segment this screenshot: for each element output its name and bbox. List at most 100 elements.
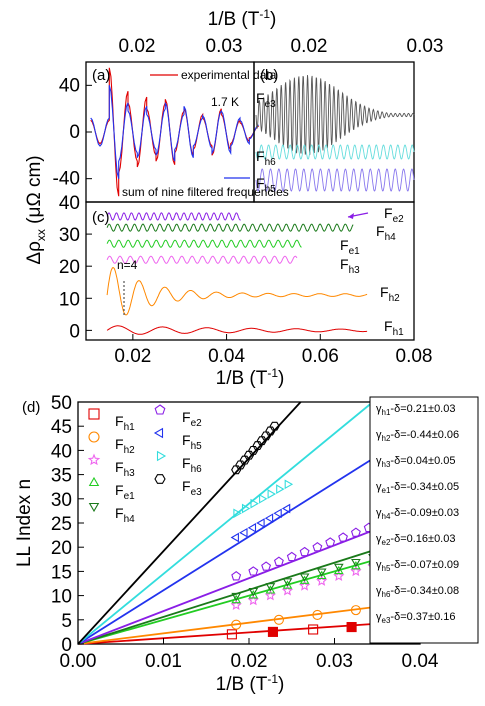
panel-a-ytick-2: -40 <box>53 169 80 190</box>
point-e2-3 <box>273 556 284 566</box>
point-e1-4 <box>299 575 310 584</box>
panel-c-label-h4: Fh4 <box>376 223 396 243</box>
panel-c-series-h3 <box>106 255 298 264</box>
panel-d-xtick-1: 0.01 <box>145 651 182 672</box>
fit-line-2 <box>77 546 421 645</box>
point-h3-7 <box>350 565 362 577</box>
panel-a-label: (a) <box>92 67 110 84</box>
panel-a-series-1 <box>90 85 259 179</box>
point-e3-9 <box>269 421 280 431</box>
panel-c-xtick-0: 0.02 <box>114 346 151 367</box>
point-h5-5 <box>273 508 282 519</box>
point-h3-6 <box>333 570 345 582</box>
panel-c-xtick-2: 0.06 <box>302 346 339 367</box>
legend-marker-h6 <box>156 450 167 462</box>
point-filled-h1-1 <box>346 622 357 633</box>
gamma-row-e1: γe1-δ=-0.34±0.05 <box>376 481 459 495</box>
panel-d-ytick-8: 40 <box>51 441 72 462</box>
point-h4-0 <box>231 592 242 602</box>
panel-c-label-e2: Fe2 <box>384 205 404 225</box>
panel-d-ylabel: LL Index n <box>14 479 35 567</box>
point-e2-6 <box>312 542 323 552</box>
point-h1-1 <box>308 624 319 635</box>
point-h3-1 <box>247 594 259 606</box>
fit-line-4 <box>77 511 421 645</box>
point-h2-3 <box>350 605 361 616</box>
panel-c-label-h1: Fh1 <box>384 318 404 338</box>
panel-c-ytick-2: 20 <box>59 257 80 278</box>
point-e2-1 <box>248 566 259 576</box>
point-e3-6 <box>256 436 267 446</box>
point-e2-4 <box>286 551 297 562</box>
point-h4-4 <box>299 573 310 582</box>
panel-b-label: (b) <box>260 67 278 84</box>
point-e1-1 <box>248 589 259 599</box>
top-axis-title: 1/B (T-1) <box>208 7 277 30</box>
point-e2-0 <box>231 571 242 581</box>
panel-d: 0.00 0.01 0.02 0.03 0.04 0 5 10 15 20 25 30 35 40 45 50… <box>14 393 479 695</box>
legend-marker-h3 <box>87 453 101 466</box>
point-e3-7 <box>260 431 272 441</box>
point-h3-5 <box>316 575 328 586</box>
panel-d-ytick-5: 25 <box>51 514 72 535</box>
point-e3-2 <box>239 455 250 465</box>
point-h5-2 <box>247 522 257 533</box>
gamma-row-h5: γh5-δ=-0.07±0.09 <box>376 559 459 573</box>
temperature-annotation: 1.7 K <box>211 95 239 109</box>
legend-marker-h1 <box>88 408 100 420</box>
legend-label-e1: Fe1 <box>115 482 135 502</box>
panel-c-label-e1: Fe1 <box>340 237 360 257</box>
point-h4-5 <box>316 568 327 578</box>
panel-d-ytick-1: 5 <box>61 611 72 632</box>
legend-marker-h5 <box>153 427 164 439</box>
point-h5-4 <box>264 513 274 524</box>
legend-marker-h4 <box>88 502 100 513</box>
fit-line-3 <box>77 534 421 645</box>
fit-line-7 <box>77 401 302 645</box>
point-h6-3 <box>259 493 268 504</box>
legend-label-h1: Fh1 <box>115 413 135 433</box>
panel-c-ytick-1: 10 <box>59 289 80 310</box>
point-e1-7 <box>351 561 361 570</box>
panel-c-e2-arrowhead <box>348 213 354 219</box>
point-h6-6 <box>284 479 294 490</box>
panel-b: Fe3 Fh6 Fh5 (b) <box>253 61 415 203</box>
point-h3-3 <box>281 584 294 596</box>
point-h6-4 <box>267 489 277 499</box>
panel-d-xtick-4: 0.04 <box>402 651 439 672</box>
legend-label-e3: Fe3 <box>182 478 202 498</box>
point-e3-8 <box>265 426 276 436</box>
gamma-row-h2: γh2-δ=-0.44±0.06 <box>376 429 459 443</box>
panel-d-label: (d) <box>22 399 40 416</box>
point-e1-0 <box>231 594 242 604</box>
point-h4-7 <box>351 558 361 568</box>
panel-c-series-h4 <box>106 223 354 232</box>
point-e1-3 <box>282 580 293 589</box>
panel-b-label-e3: Fe3 <box>256 90 276 110</box>
legend-label-e2: Fe2 <box>182 409 202 429</box>
top-tick-a-1: 0.03 <box>206 36 243 57</box>
panel-d-ytick-0: 0 <box>61 635 72 656</box>
point-h4-1 <box>248 587 259 597</box>
panel-d-ytick-9: 45 <box>51 417 72 438</box>
point-e2-7 <box>325 537 336 547</box>
panel-c-label-h2: Fh2 <box>380 284 400 304</box>
legend-marker-e1 <box>88 476 100 487</box>
legend-experimental: experimental data <box>181 68 277 82</box>
panel-d-ytick-6: 30 <box>51 490 72 511</box>
legend-label-h2: Fh2 <box>115 436 135 456</box>
point-e3-4 <box>248 445 259 455</box>
point-h4-6 <box>333 563 344 573</box>
panel-c-ytick-0: 0 <box>69 321 80 342</box>
panel-c-series-e1 <box>106 239 302 248</box>
point-h4-3 <box>282 578 293 587</box>
point-e2-2 <box>261 561 272 571</box>
gamma-row-e3: γe3-δ=0.37±0.16 <box>376 611 455 625</box>
point-e3-1 <box>235 460 246 470</box>
panel-d-ytick-10: 50 <box>51 393 72 414</box>
fit-line-1 <box>77 600 421 645</box>
point-h3-0 <box>230 599 242 611</box>
legend-sum: sum of nine filtered frequencies <box>122 185 289 199</box>
panel-c-label: (c) <box>92 209 110 226</box>
